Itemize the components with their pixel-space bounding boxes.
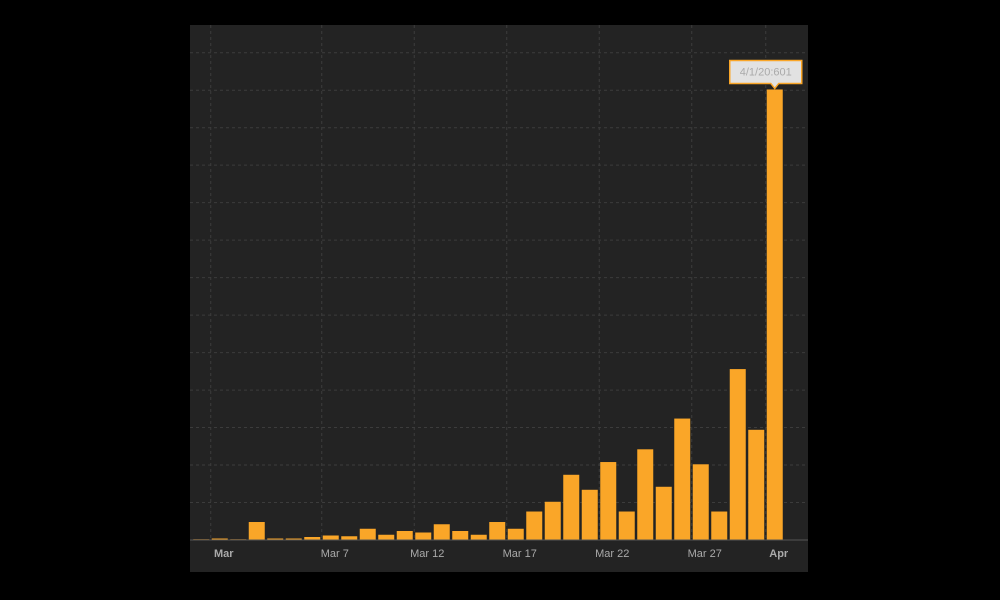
bar	[674, 418, 691, 540]
x-tick-label: Mar	[214, 548, 234, 560]
bar	[248, 522, 265, 540]
bar	[267, 538, 284, 540]
bar	[766, 89, 783, 541]
x-tick-label: Mar 22	[595, 548, 629, 560]
bar	[452, 531, 469, 540]
bar	[322, 535, 339, 540]
bar	[711, 511, 728, 540]
bar	[489, 522, 506, 540]
bar	[637, 449, 654, 540]
tooltip-text: 4/1/20:601	[740, 66, 792, 78]
bar	[415, 532, 432, 540]
x-tick-label: Mar 27	[688, 548, 722, 560]
bar	[600, 462, 617, 540]
bar	[655, 486, 672, 540]
bar	[581, 489, 598, 540]
x-tick-label: Apr	[769, 548, 789, 560]
bar	[470, 534, 487, 540]
bar	[618, 511, 635, 540]
bar	[285, 538, 302, 540]
bar	[748, 429, 765, 540]
plot-area	[190, 25, 808, 572]
bar	[433, 524, 450, 540]
bar	[507, 528, 524, 540]
bar	[378, 534, 395, 540]
x-tick-label: Mar 7	[321, 548, 349, 560]
bar	[526, 511, 543, 540]
bar	[396, 531, 413, 540]
bar	[563, 474, 580, 540]
bar	[359, 528, 376, 540]
bar	[341, 536, 358, 540]
bar	[304, 537, 321, 540]
x-tick-label: Mar 12	[410, 548, 444, 560]
bar	[211, 538, 228, 540]
tooltip-box	[729, 59, 803, 90]
x-tick-label: Mar 17	[503, 548, 537, 560]
bar	[729, 369, 746, 540]
bar	[544, 501, 561, 540]
bar	[692, 464, 709, 540]
